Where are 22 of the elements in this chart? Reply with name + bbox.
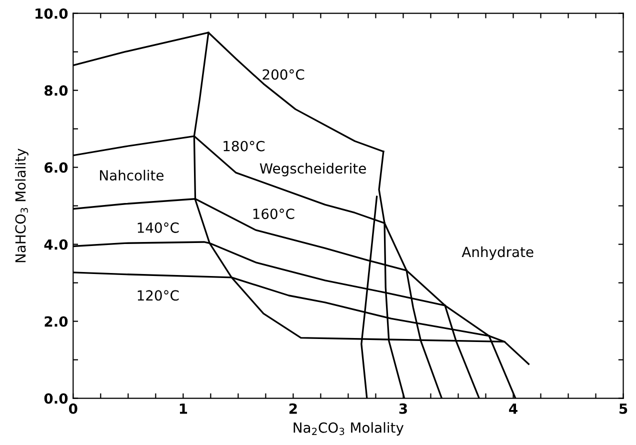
y-tick-label: 10.0 xyxy=(36,8,68,19)
y-tick-label: 8.0 xyxy=(44,85,68,96)
x-tick-label: 5 xyxy=(620,404,628,414)
annotation: Nahcolite xyxy=(100,170,164,181)
x-tick-label: 3 xyxy=(399,403,407,414)
annotation: 180°C xyxy=(224,140,265,152)
y-axis-title: NaHCO$_{3}$ Molality xyxy=(14,148,28,262)
x-tick-label: 4 xyxy=(509,404,518,414)
annotation: Anhydrate xyxy=(462,246,534,260)
x-axis-title: Na$_{2}$CO$_{3}$ Molality xyxy=(294,422,404,436)
x-tick-label: 2 xyxy=(289,403,297,414)
annotation: 160°C xyxy=(253,208,294,220)
x-tick-label: 1 xyxy=(180,404,188,414)
annotation: 120°C xyxy=(138,290,179,301)
y-tick-label: 4.0 xyxy=(44,239,68,250)
x-tick-label: 0 xyxy=(68,403,78,414)
y-tick-label: 0.0 xyxy=(44,393,68,404)
y-tick-label: 6.0 xyxy=(44,162,68,173)
annotation: 140°C xyxy=(138,222,179,233)
y-tick-label: 2.0 xyxy=(44,316,68,327)
annotation: Wegscheiderite xyxy=(260,162,366,176)
annotation: 200°C xyxy=(262,69,304,80)
